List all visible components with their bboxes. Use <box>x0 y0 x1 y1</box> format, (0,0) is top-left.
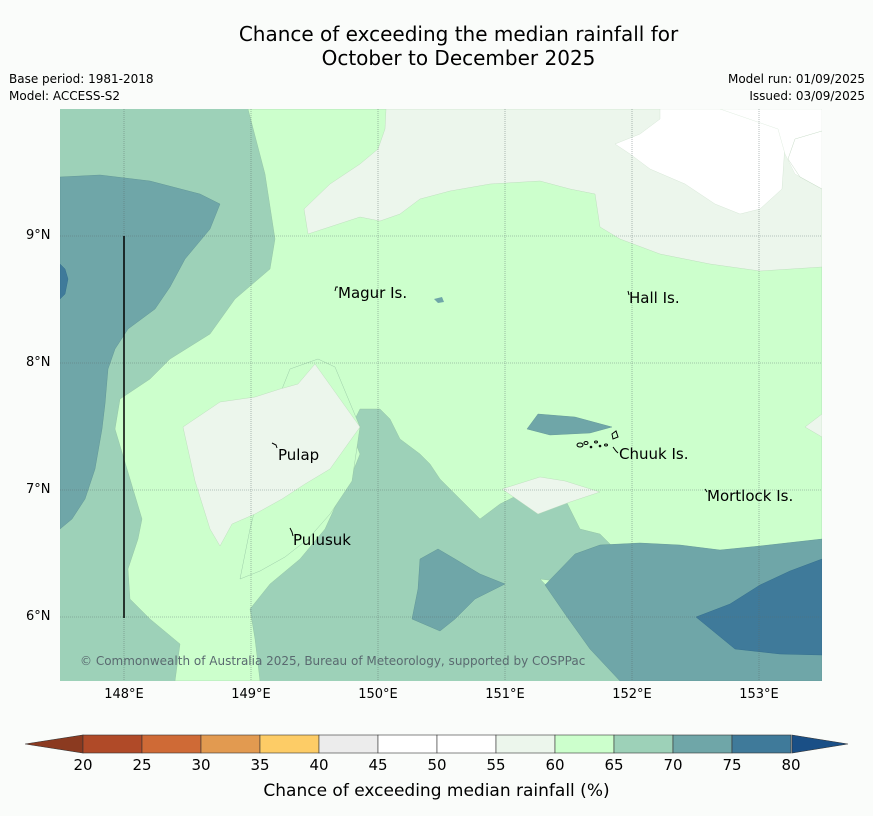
colorbar-arrow-high <box>791 734 849 754</box>
lon-label-152e: 152°E <box>612 687 652 702</box>
title-line-1: Chance of exceeding the median rainfall … <box>238 22 679 46</box>
island-markers <box>271 286 708 537</box>
region-45-50-ne-contour <box>787 130 822 190</box>
meta-right: Model run: 01/09/2025 Issued: 03/09/2025 <box>728 71 865 105</box>
model-run: Model run: 01/09/2025 <box>727 72 865 86</box>
label-chuuk: Chuuk Is. <box>619 445 688 463</box>
colorbar-segment-45_50 <box>377 734 438 754</box>
colorbar-tick-65: 65 <box>604 756 624 774</box>
colorbar-title: Chance of exceeding median rainfall (%) <box>263 781 610 801</box>
lat-label-8n: 8°N <box>26 355 51 370</box>
label-mortlock: Mortlock Is. <box>707 487 793 505</box>
colorbar-segment-55_60 <box>495 734 556 754</box>
colorbar-segment-65_70 <box>613 734 674 754</box>
chuuk-lagoon-icon <box>576 430 619 454</box>
region-55-60-south-chuuk <box>501 476 601 515</box>
island-pulap-icon <box>271 442 278 449</box>
colorbar-segment-25_30 <box>141 734 202 754</box>
colorbar-segment-40_45 <box>318 734 379 754</box>
copyright-notice: © Commonwealth of Australia 2025, Bureau… <box>80 654 585 668</box>
issued-date: Issued: 03/09/2025 <box>749 89 865 103</box>
lon-label-153e: 153°E <box>739 687 779 702</box>
rainfall-map: Magur Is. Hall Is. Pulap Chuuk Is. Mortl… <box>60 109 822 681</box>
colorbar-segment-30_35 <box>200 734 261 754</box>
colorbar-tick-20: 20 <box>73 756 93 774</box>
colorbar-tick-45: 45 <box>368 756 388 774</box>
lon-label-150e: 150°E <box>358 687 398 702</box>
island-magur-icon <box>334 286 338 292</box>
graticule <box>60 109 822 681</box>
colorbar-segment-75_80 <box>731 734 792 754</box>
lat-label-9n: 9°N <box>26 228 51 243</box>
colorbar-segments <box>82 734 792 754</box>
lon-label-148e: 148°E <box>104 687 144 702</box>
model-name: Model: ACCESS-S2 <box>9 89 121 103</box>
colorbar-segment-50_55 <box>436 734 497 754</box>
colorbar-segment-35_40 <box>259 734 320 754</box>
colorbar-tick-35: 35 <box>250 756 270 774</box>
island-hall-icon <box>627 290 630 296</box>
island-pulusuk-icon <box>289 527 294 537</box>
island-mortlock-icon <box>704 488 708 493</box>
region-55-60-pulap <box>182 363 361 547</box>
base-period: Base period: 1981-2018 <box>9 72 154 86</box>
lat-label-6n: 6°N <box>26 609 51 624</box>
region-45-50-ne <box>719 109 822 190</box>
label-magur: Magur Is. <box>338 284 407 302</box>
region-70-75-chuuk <box>526 413 613 436</box>
colorbar-arrow-low <box>25 734 84 754</box>
colorbar-segment-70_75 <box>672 734 733 754</box>
colorbar-tick-25: 25 <box>132 756 152 774</box>
title-line-2: October to December 2025 <box>321 46 596 70</box>
colorbar-tick-75: 75 <box>722 756 742 774</box>
region-70-75-magur-dot <box>434 297 444 303</box>
label-pulusuk: Pulusuk <box>293 531 351 549</box>
colorbar-tick-70: 70 <box>663 756 683 774</box>
colorbar-tick-30: 30 <box>191 756 211 774</box>
colorbar-tick-60: 60 <box>545 756 565 774</box>
map-title: Chance of exceeding the median rainfall … <box>0 22 873 70</box>
label-pulap: Pulap <box>278 446 319 464</box>
colorbar-segment-60_65 <box>554 734 615 754</box>
lon-label-151e: 151°E <box>485 687 525 702</box>
colorbar-segment-20_25 <box>82 734 143 754</box>
region-70-75-west <box>60 174 221 530</box>
region-east-edge <box>804 413 822 438</box>
meta-left: Base period: 1981-2018 Model: ACCESS-S2 <box>9 71 154 105</box>
label-hall: Hall Is. <box>629 289 680 307</box>
lat-label-7n: 7°N <box>26 482 51 497</box>
region-75-80-west-edge <box>60 263 69 300</box>
colorbar-tick-50: 50 <box>427 756 447 774</box>
colorbar-tick-40: 40 <box>309 756 329 774</box>
colorbar <box>25 734 849 754</box>
lon-label-149e: 149°E <box>231 687 271 702</box>
colorbar-tick-55: 55 <box>486 756 506 774</box>
colorbar-tick-80: 80 <box>781 756 801 774</box>
region-70-75-south-center <box>411 548 506 632</box>
